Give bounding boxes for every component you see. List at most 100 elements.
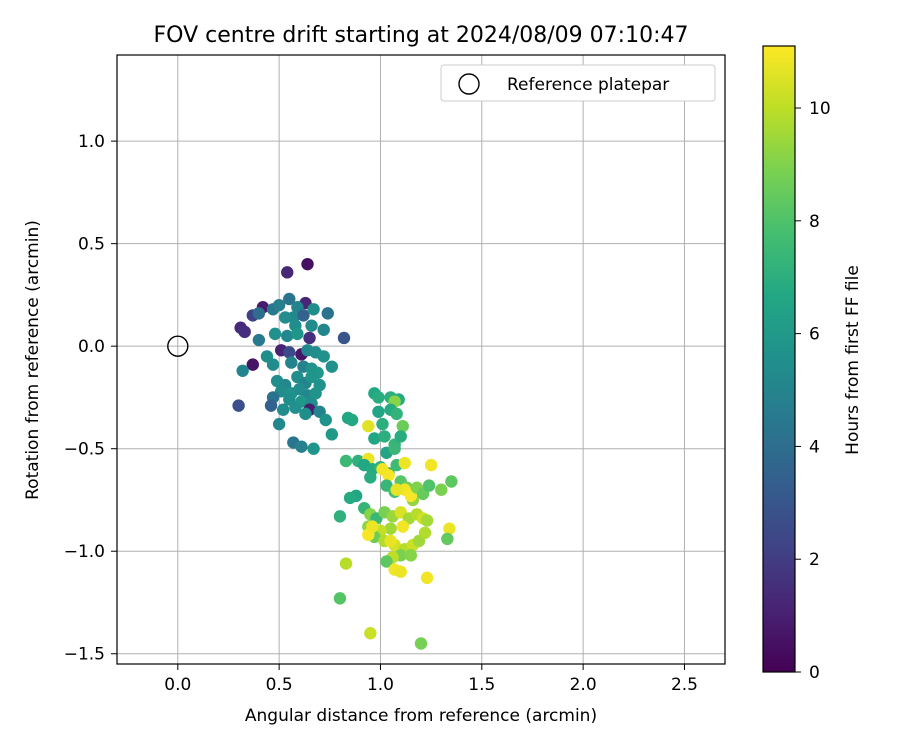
x-tick-label: 0.5	[266, 675, 293, 695]
data-point	[325, 360, 339, 373]
colorbar-ticks: 0 2 4 6 8 10	[795, 99, 831, 683]
data-point	[309, 387, 322, 400]
data-point	[333, 510, 347, 523]
data-point	[295, 440, 308, 453]
data-point	[384, 522, 397, 535]
data-point	[305, 319, 318, 332]
data-point	[281, 329, 294, 343]
data-point	[380, 555, 393, 568]
axis-ticks: 0.0 0.5 1.0 1.5 2.0 2.5 1.0 0.5 0.0 −0.5 −1.0 −1.5	[64, 132, 698, 695]
data-point	[376, 417, 389, 431]
data-point	[297, 309, 310, 322]
colorbar-tick-label: 0	[809, 663, 820, 683]
colorbar-label: Hours from first FF file	[843, 265, 863, 455]
data-point	[366, 520, 379, 533]
data-point	[441, 532, 454, 546]
data-point	[396, 520, 409, 533]
data-point	[289, 401, 302, 414]
data-point	[321, 307, 334, 320]
y-tick-label: 0.5	[78, 235, 105, 255]
data-point	[414, 637, 428, 650]
grid-lines	[117, 55, 725, 664]
data-point	[422, 479, 436, 492]
data-point	[299, 407, 312, 421]
colorbar-tick-label: 6	[809, 325, 820, 345]
data-point	[276, 403, 290, 416]
x-tick-label: 1.0	[367, 675, 394, 695]
data-point	[404, 549, 418, 562]
data-point	[443, 522, 456, 535]
data-point	[424, 458, 438, 472]
x-tick-label: 2.0	[570, 675, 597, 695]
data-point	[398, 456, 411, 470]
data-point	[396, 419, 409, 433]
data-point	[264, 399, 278, 412]
x-tick-label: 1.5	[468, 675, 495, 695]
data-point	[283, 346, 296, 359]
chart-title: FOV centre drift starting at 2024/08/09 …	[154, 23, 689, 48]
colorbar: 0 2 4 6 8 10 Hours from first FF file	[762, 45, 863, 683]
y-tick-label: −1.5	[64, 645, 105, 665]
data-point	[301, 257, 314, 271]
data-point	[384, 534, 397, 548]
data-point	[420, 514, 434, 527]
plot-frame	[116, 54, 726, 665]
colorbar-tick-label: 4	[809, 437, 820, 457]
data-point	[364, 627, 377, 640]
colorbar-gradient	[763, 46, 795, 672]
x-tick-label: 0.0	[164, 675, 191, 695]
data-point	[272, 417, 286, 431]
data-point	[238, 325, 251, 339]
data-point	[445, 475, 458, 488]
colorbar-frame	[762, 45, 796, 673]
legend-label-reference: Reference platepar	[507, 75, 669, 95]
y-tick-label: 1.0	[78, 132, 105, 152]
data-point	[285, 356, 298, 369]
data-point	[283, 292, 296, 306]
data-point	[236, 364, 249, 377]
data-points	[167, 257, 458, 650]
data-point	[390, 407, 403, 421]
data-point	[317, 350, 330, 363]
data-point	[372, 405, 385, 418]
data-point	[252, 307, 266, 320]
data-point	[339, 454, 353, 468]
data-point	[268, 327, 282, 341]
legend: Reference platepar	[440, 64, 716, 102]
data-point	[345, 413, 359, 427]
reference-marker	[167, 335, 189, 357]
data-point	[343, 491, 357, 505]
data-point	[435, 483, 448, 496]
data-point	[372, 391, 385, 404]
data-point	[418, 526, 432, 539]
data-point	[364, 471, 377, 484]
colorbar-tick-label: 8	[809, 212, 820, 232]
data-point	[420, 571, 434, 585]
legend-marker-reference	[458, 73, 480, 95]
colorbar-tick-label: 10	[809, 99, 831, 119]
y-tick-label: −1.0	[64, 542, 105, 562]
data-point	[319, 413, 332, 427]
data-point	[281, 266, 294, 279]
data-point	[279, 311, 292, 324]
data-point	[307, 442, 320, 455]
data-point	[394, 430, 407, 443]
data-point	[266, 358, 280, 371]
x-axis-label: Angular distance from reference (arcmin)	[245, 706, 597, 726]
data-point	[333, 592, 347, 605]
data-point	[246, 358, 259, 371]
data-point	[388, 442, 401, 455]
data-point	[378, 430, 391, 443]
y-tick-label: −0.5	[64, 440, 105, 460]
y-axis-label: Rotation from reference (arcmin)	[23, 220, 43, 500]
data-point	[303, 331, 316, 345]
data-point	[252, 333, 266, 347]
y-tick-label: 0.0	[78, 337, 105, 357]
data-point	[382, 469, 395, 482]
data-point	[368, 432, 381, 445]
data-point	[317, 323, 330, 336]
data-point	[291, 327, 304, 341]
data-point	[390, 483, 403, 496]
